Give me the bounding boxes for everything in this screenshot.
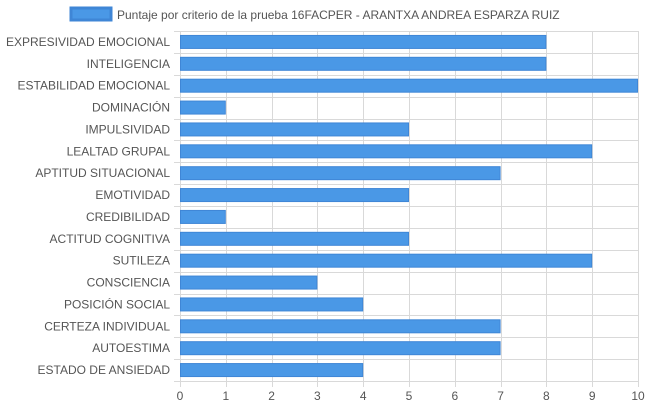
x-tick-label: 6 [451, 389, 458, 403]
x-tick-label: 2 [268, 389, 275, 403]
bar[interactable] [180, 209, 226, 224]
legend-swatch[interactable] [69, 6, 113, 22]
x-tick-label: 3 [314, 389, 321, 403]
bar[interactable] [180, 297, 364, 312]
x-tick-label: 4 [360, 389, 367, 403]
y-tick-label: EXPRESIVIDAD EMOCIONAL [6, 35, 170, 49]
bar[interactable] [180, 122, 409, 137]
y-tick-label: EMOTIVIDAD [95, 188, 170, 202]
y-tick-label: POSICIÓN SOCIAL [64, 296, 170, 311]
bar[interactable] [180, 253, 593, 268]
y-tick-label: LEALTAD GRUPAL [67, 144, 171, 158]
bar[interactable] [180, 363, 364, 378]
y-tick-label: ESTABILIDAD EMOCIONAL [18, 79, 171, 93]
y-tick-label: AUTOESTIMA [92, 341, 170, 355]
y-tick-label: ACTITUD COGNITIVA [50, 232, 170, 246]
x-tick-label: 1 [222, 389, 229, 403]
y-tick-label: CONSCIENCIA [87, 276, 170, 290]
x-tick-label: 7 [497, 389, 504, 403]
bar[interactable] [180, 341, 501, 356]
y-tick-label: ESTADO DE ANSIEDAD [38, 363, 171, 377]
x-tick-label: 10 [631, 389, 645, 403]
bar[interactable] [180, 231, 409, 246]
bars [180, 34, 638, 378]
bar[interactable] [180, 166, 501, 181]
bar[interactable] [180, 78, 638, 93]
bar[interactable] [180, 144, 593, 159]
y-tick-label: DOMINACIÓN [92, 100, 170, 115]
x-tick-label: 8 [543, 389, 550, 403]
bar[interactable] [180, 188, 409, 203]
x-tick-label: 9 [589, 389, 596, 403]
y-tick-label: INTELIGENCIA [87, 57, 170, 71]
y-axis-labels: EXPRESIVIDAD EMOCIONAL INTELIGENCIA ESTABI… [6, 35, 170, 377]
y-tick-label: IMPULSIVIDAD [85, 122, 170, 136]
legend[interactable]: Puntaje por criterio de la prueba 16FACP… [69, 6, 560, 22]
x-axis-labels: 0 1 2 3 4 5 6 7 8 9 10 [177, 389, 645, 403]
y-tick-label: APTITUD SITUACIONAL [35, 166, 170, 180]
y-tick-label: CERTEZA INDIVIDUAL [44, 319, 170, 333]
y-tick-label: CREDIBILIDAD [86, 210, 170, 224]
bar[interactable] [180, 275, 318, 290]
x-tick-label: 5 [406, 389, 413, 403]
bar[interactable] [180, 56, 547, 71]
bar[interactable] [180, 34, 547, 49]
x-tick-label: 0 [177, 389, 184, 403]
y-tick-label: SUTILEZA [113, 254, 170, 268]
legend-label[interactable]: Puntaje por criterio de la prueba 16FACP… [117, 8, 560, 22]
bar[interactable] [180, 100, 226, 115]
bar[interactable] [180, 319, 501, 334]
